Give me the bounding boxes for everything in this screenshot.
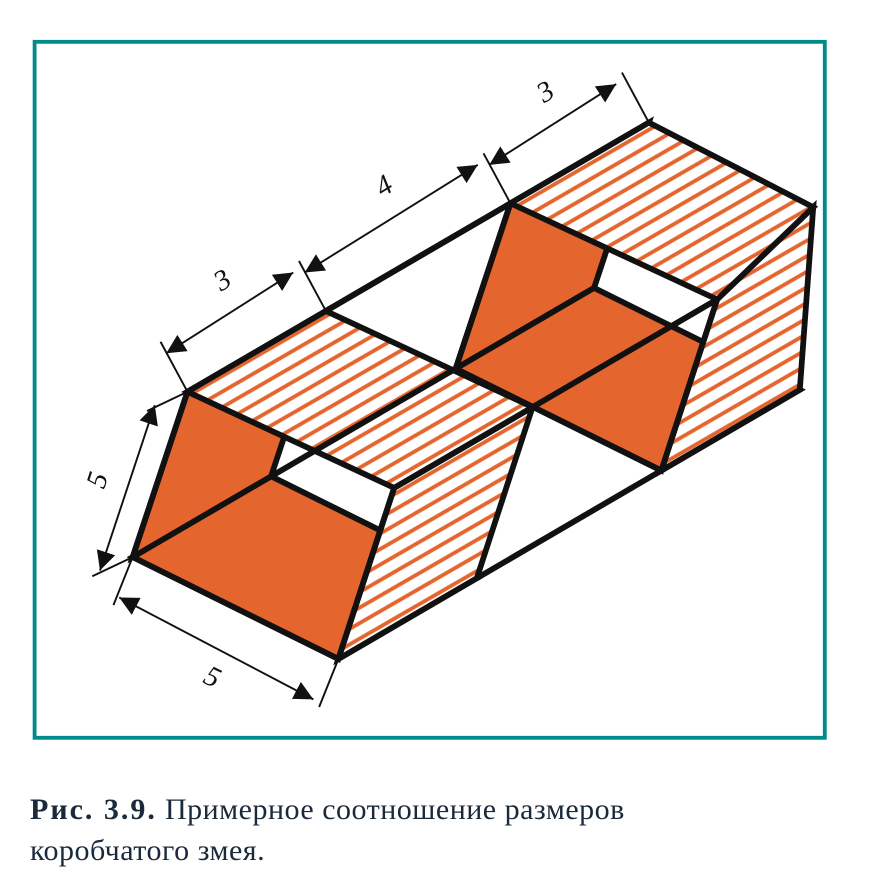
page: 3 4 3 5 5 Рис. 3.9. Примерное соотношени… <box>0 0 894 896</box>
figure-svg: 3 4 3 5 5 <box>0 0 894 770</box>
caption-label: Рис. 3.9. <box>30 793 157 826</box>
caption-text-2: коробчатого змея. <box>30 834 265 867</box>
caption-text-1: Примерное соотношение размеров <box>165 793 625 826</box>
figure-caption: Рис. 3.9. Примерное соотношение размеров… <box>30 790 864 871</box>
